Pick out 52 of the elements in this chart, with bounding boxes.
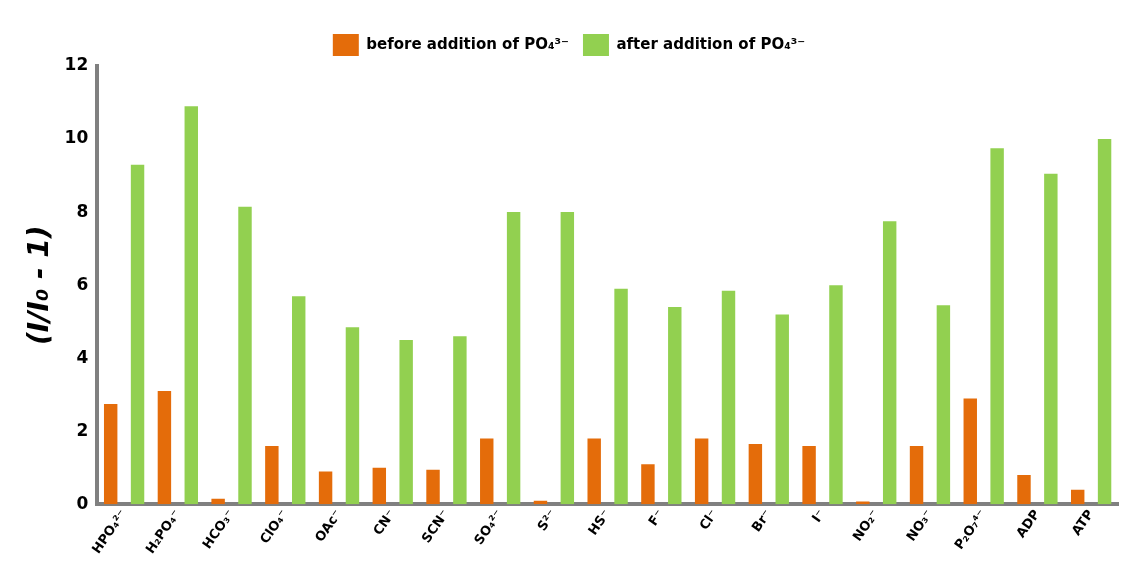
bar — [292, 296, 306, 505]
bar — [1044, 173, 1058, 505]
y-tick-label: 8 — [76, 200, 89, 221]
bar — [936, 305, 951, 505]
bar — [238, 206, 252, 505]
bar — [560, 212, 575, 505]
x-tick-label: I⁻ — [808, 506, 828, 526]
y-tick-label: 4 — [76, 346, 89, 367]
bar — [1097, 139, 1112, 505]
bar — [130, 164, 145, 505]
bar — [963, 398, 977, 505]
y-tick-label: 0 — [76, 492, 89, 513]
bar — [345, 327, 360, 505]
x-tick-label: Cl⁻ — [696, 506, 721, 533]
bar — [453, 336, 467, 505]
y-tick-label: 6 — [76, 273, 89, 294]
legend-label: before addition of PO₄³⁻ — [366, 34, 569, 53]
bar — [184, 106, 198, 505]
y-tick-label: 10 — [64, 127, 89, 148]
bar — [1070, 489, 1085, 505]
y-tick-label: 2 — [76, 419, 89, 440]
bar — [909, 445, 924, 505]
bar — [614, 288, 628, 505]
bar — [802, 445, 816, 505]
bar — [990, 148, 1004, 505]
bar — [211, 498, 225, 505]
bar — [694, 438, 709, 505]
x-tick-label: F⁻ — [645, 506, 667, 529]
bar — [721, 290, 736, 505]
bar — [641, 464, 655, 505]
bar — [506, 212, 521, 505]
bar — [856, 501, 870, 505]
x-tick-label: S²⁻ — [534, 506, 560, 534]
bar — [748, 444, 763, 505]
bar — [1017, 475, 1031, 505]
bar — [829, 285, 843, 505]
bar — [882, 221, 897, 505]
y-axis-title: (I/I₀ - 1) — [22, 225, 56, 345]
y-tick-label: 12 — [64, 54, 89, 75]
bar — [318, 471, 333, 505]
bar — [587, 438, 601, 505]
bar — [775, 314, 789, 505]
x-tick-label: Br⁻ — [748, 506, 775, 535]
bar — [480, 438, 494, 505]
bar — [265, 445, 279, 505]
bar — [103, 403, 118, 505]
legend-label: after addition of PO₄³⁻ — [616, 34, 806, 53]
bar — [426, 469, 440, 505]
bar — [372, 467, 387, 505]
bar — [668, 307, 682, 505]
bar — [157, 391, 172, 505]
bar — [399, 339, 413, 505]
